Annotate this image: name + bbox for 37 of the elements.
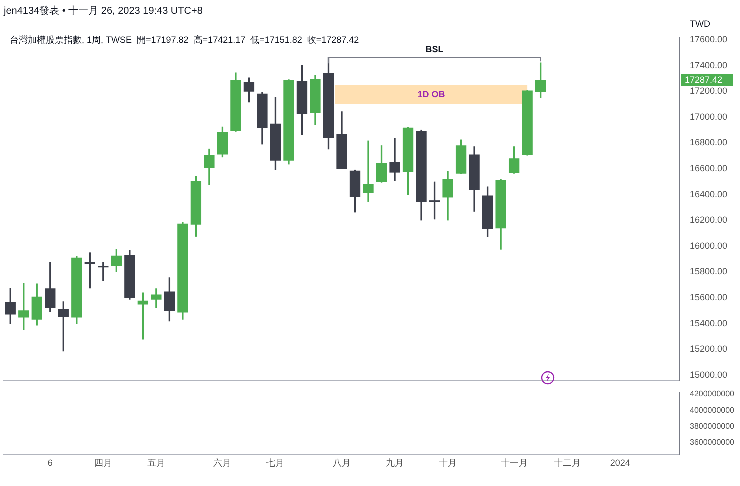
- y-tick-label: 16200.00: [690, 215, 728, 226]
- y-tick-label: 3800000000: [690, 422, 736, 432]
- y-tick-label: 17200.00: [690, 86, 728, 96]
- x-tick-label: 六月: [214, 458, 232, 468]
- y-tick-label: 17400.00: [690, 60, 728, 70]
- y-tick-label: 15200.00: [690, 344, 728, 354]
- y-tick-label: 3600000000: [690, 438, 736, 448]
- y-axis-title: TWD: [690, 19, 710, 29]
- text: 17287.42: [685, 74, 723, 85]
- y-tick-label: 15400.00: [690, 318, 728, 328]
- x-tick-label: 十二月: [554, 458, 581, 468]
- x-tick-label: 九月: [386, 458, 404, 468]
- band-label: 1D OB: [418, 89, 446, 100]
- y-tick-label: 16800.00: [690, 138, 728, 148]
- x-tick-label: 八月: [333, 458, 351, 468]
- x-tick-label: 五月: [147, 458, 166, 468]
- candlestick: [390, 138, 400, 182]
- chart-title: 台灣加權股票指數, 1周, TWSE 開=17197.82 高=17421.17 低=17151.82 收=17287.42: [10, 34, 360, 47]
- x-tick-label: 6: [48, 458, 53, 468]
- y-tick-label: 16600.00: [690, 163, 728, 174]
- x-tick-label: 十月: [439, 458, 458, 468]
- y-tick-label: 4200000000: [690, 390, 736, 399]
- x-tick-label: 七月: [266, 458, 285, 468]
- y-tick-label: 15800.00: [690, 266, 728, 277]
- y-tick-label: 17000.00: [690, 112, 728, 122]
- x-tick-label: 十一月: [500, 458, 528, 468]
- y-tick-label: 17600.00: [690, 34, 728, 44]
- y-tick-label: 4000000000: [690, 406, 736, 415]
- y-tick-label: 16400.00: [690, 189, 728, 200]
- y-tick-label: 15600.00: [690, 292, 728, 303]
- candlestick: [363, 140, 374, 202]
- y-tick-label: 15000.00: [690, 370, 728, 380]
- y-tick-label: 16000.00: [690, 240, 728, 251]
- ref-line-label: BSL: [426, 44, 444, 55]
- x-tick-label: 2024: [610, 458, 630, 468]
- x-tick-label: 四月: [94, 458, 112, 468]
- text: jen4134發表 • 十一月 26, 2023 19:43 UTC+8: [4, 4, 203, 18]
